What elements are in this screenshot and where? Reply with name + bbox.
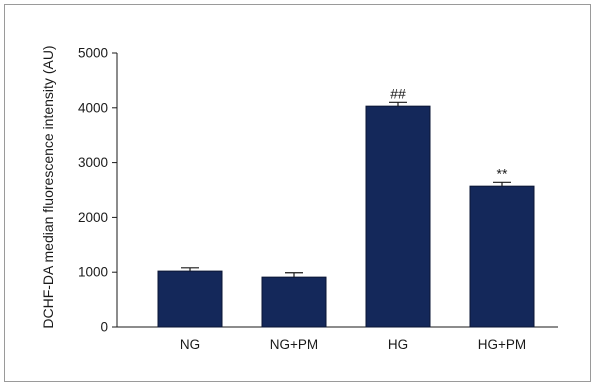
bar-ng-plus-pm (261, 276, 327, 328)
x-tick-label: NG+PM (270, 337, 318, 352)
y-tick-label: 2000 (78, 210, 108, 225)
y-tick-label: 4000 (78, 100, 108, 115)
x-tick-label: HG (388, 337, 408, 352)
y-axis: 0 1000 2000 3000 4000 5000 (78, 46, 118, 335)
y-tick-label: 5000 (78, 46, 108, 61)
significance-markers: ## ** (390, 85, 508, 181)
x-tick-labels: NG NG+PM HG HG+PM (180, 337, 526, 352)
y-axis-label-group: DCHF-DA median fluorescence intensity (A… (40, 45, 56, 328)
y-axis-label: DCHF-DA median fluorescence intensity (A… (40, 45, 56, 328)
x-tick-label: NG (180, 337, 200, 352)
y-tick-label: 1000 (78, 265, 108, 280)
bar-hg-plus-pm (469, 185, 535, 328)
y-tick-label: 0 (100, 320, 108, 335)
significance-marker: ** (497, 165, 508, 181)
bars (157, 105, 535, 328)
significance-marker: ## (390, 85, 406, 101)
y-tick-label: 3000 (78, 155, 108, 170)
bar-hg (365, 105, 431, 328)
x-tick-label: HG+PM (478, 337, 526, 352)
error-bars (181, 101, 511, 278)
bar-ng (157, 270, 223, 328)
